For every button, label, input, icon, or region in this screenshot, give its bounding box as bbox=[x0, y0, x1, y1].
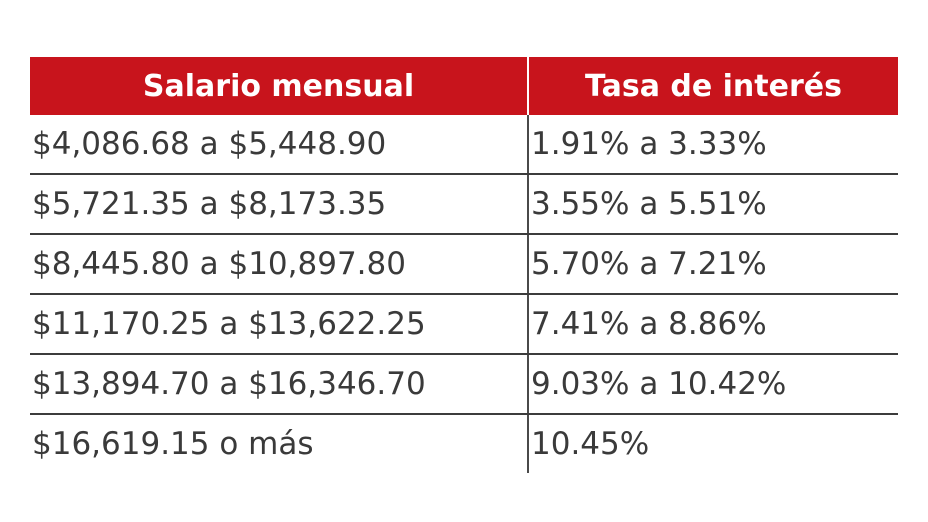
table-row: $8,445.80 a $10,897.80 5.70% a 7.21% bbox=[30, 234, 898, 295]
rate-cell: 3.55% a 5.51% bbox=[528, 174, 898, 235]
rate-cell: 10.45% bbox=[531, 426, 650, 462]
table-body: $4,086.68 a $5,448.90 1.91% a 3.33% $5,7… bbox=[30, 115, 898, 473]
salary-cell: $8,445.80 a $10,897.80 bbox=[30, 234, 529, 295]
table-row: $11,170.25 a $13,622.25 7.41% a 8.86% bbox=[30, 294, 898, 355]
rate-cell: 5.70% a 7.21% bbox=[528, 234, 898, 295]
table-row: $13,894.70 a $16,346.70 9.03% a 10.42% bbox=[30, 354, 898, 415]
header-salario-mensual: Salario mensual bbox=[30, 57, 529, 115]
rate-cell: 9.03% a 10.42% bbox=[528, 354, 898, 415]
table-row: $5,721.35 a $8,173.35 3.55% a 5.51% bbox=[30, 174, 898, 235]
header-tasa-de-interes: Tasa de interés bbox=[528, 57, 898, 115]
rate-cell: 7.41% a 8.86% bbox=[528, 294, 898, 355]
table-row: $4,086.68 a $5,448.90 1.91% a 3.33% bbox=[30, 115, 898, 175]
salary-cell: $11,170.25 a $13,622.25 bbox=[30, 294, 529, 355]
salary-rate-table: Salario mensual Tasa de interés $4,086.6… bbox=[30, 57, 898, 473]
salary-rate-table-container: Salario mensual Tasa de interés $4,086.6… bbox=[30, 57, 898, 473]
salary-cell: $4,086.68 a $5,448.90 bbox=[30, 115, 529, 175]
table-row: $16,619.15 o más 10.45% bbox=[30, 414, 898, 473]
salary-cell: $5,721.35 a $8,173.35 bbox=[30, 174, 529, 235]
salary-cell: $16,619.15 o más bbox=[30, 414, 529, 473]
salary-cell: $13,894.70 a $16,346.70 bbox=[30, 354, 529, 415]
rate-cell: 1.91% a 3.33% bbox=[528, 115, 898, 175]
header-row: Salario mensual Tasa de interés bbox=[30, 57, 898, 115]
table-header: Salario mensual Tasa de interés bbox=[30, 57, 898, 115]
